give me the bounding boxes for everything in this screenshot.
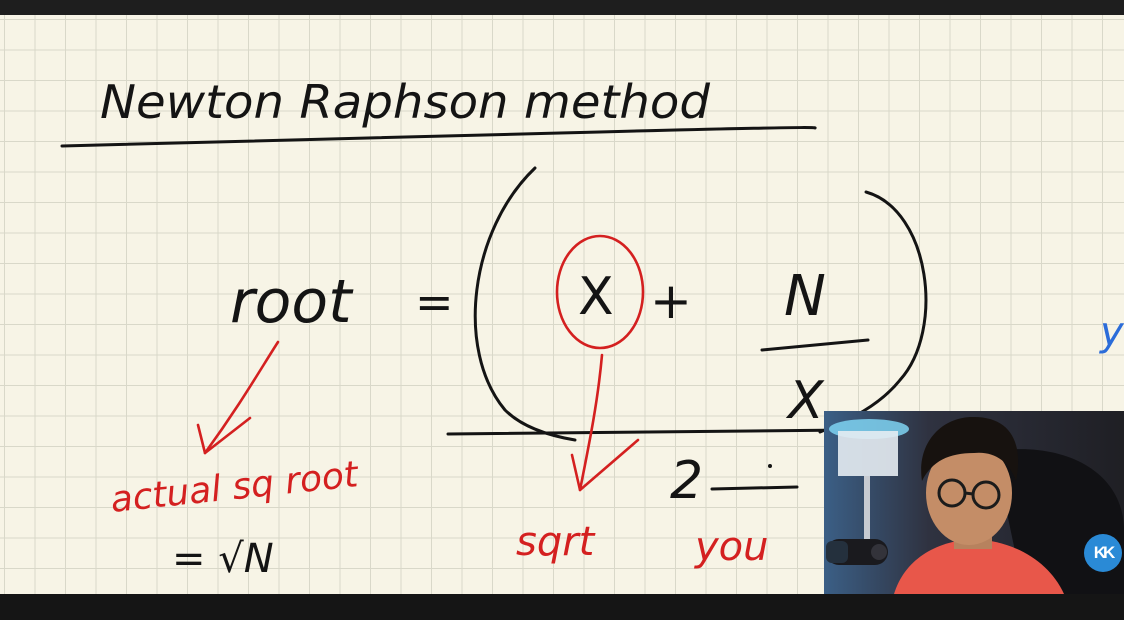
plus-sign: + [650, 272, 692, 330]
presenter-video [824, 411, 1124, 594]
highlight-circle [555, 234, 645, 350]
top-bar [0, 0, 1124, 15]
left-paren [473, 166, 577, 442]
right-paren [818, 190, 928, 434]
arrow-x-head [570, 438, 640, 492]
title-underline [60, 126, 817, 148]
whiteboard-canvas: Newton Raphson method root = X + N X 2 [0, 15, 1124, 594]
bottom-bar [0, 594, 1124, 620]
arrow-x [578, 353, 604, 492]
channel-logo[interactable]: KK [1084, 534, 1122, 572]
lamp-shade [838, 431, 898, 476]
lamp-stand [864, 476, 870, 556]
arrow-root-head [196, 416, 252, 455]
divisor: 2 [670, 451, 703, 511]
sqrt-note: sqrt [516, 519, 596, 565]
actual-root-note: actual sq root [109, 454, 362, 521]
microphone-grille [826, 541, 848, 563]
arrow-root [203, 340, 280, 455]
sqrt-n-value: = √N [172, 536, 274, 582]
title-text: Newton Raphson method [100, 75, 711, 129]
division-line [446, 428, 852, 436]
fraction-bar [760, 338, 870, 352]
denominator: X [785, 371, 825, 431]
microphone-cap [871, 544, 887, 560]
numerator: N [784, 264, 826, 329]
equals-sign: = [415, 275, 454, 329]
blue-note: y [1099, 309, 1124, 355]
glasses-bridge [964, 491, 974, 496]
x-term: X [578, 267, 614, 327]
ink-layer: Newton Raphson method root = X + N X 2 [60, 75, 1124, 582]
root-label: root [230, 267, 354, 337]
webcam-overlay: KK [824, 411, 1124, 594]
you-note: you [694, 524, 769, 570]
glasses-right [971, 480, 1001, 510]
shirt [894, 539, 1064, 594]
hair [921, 416, 1019, 481]
ink-dot [768, 464, 772, 468]
divisor-underline [710, 485, 799, 491]
